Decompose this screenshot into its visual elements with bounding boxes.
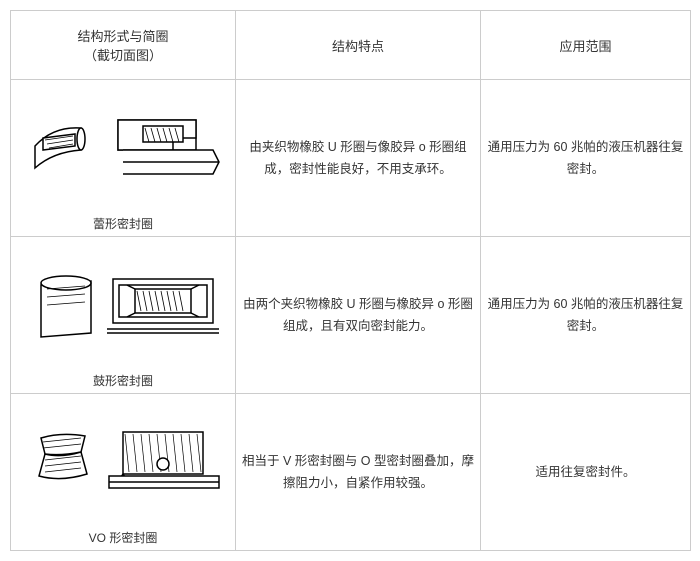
diagram-cell: VO 形密封圈 — [11, 394, 236, 551]
application-cell: 通用压力为 60 兆帕的液压机器往复密封。 — [481, 80, 691, 237]
seal-table: 结构形式与简圈 （截切面图） 结构特点 应用范围 — [10, 10, 691, 551]
caption: 鼓形密封圈 — [93, 372, 153, 389]
table-row: 鼓形密封圈 由两个夹织物橡胶 U 形圈与橡胶异 o 形圈组成，且有双向密封能力。… — [11, 237, 691, 394]
feature-cell: 相当于 V 形密封圈与 O 型密封圈叠加，摩擦阻力小，自紧作用较强。 — [236, 394, 481, 551]
application-cell: 适用往复密封件。 — [481, 394, 691, 551]
application-cell: 通用压力为 60 兆帕的液压机器往复密封。 — [481, 237, 691, 394]
table-row: 蕾形密封圈 由夹织物橡胶 U 形圈与像胶异 o 形圈组成，密封性能良好，不用支承… — [11, 80, 691, 237]
diagram-cell: 蕾形密封圈 — [11, 80, 236, 237]
diagram-gu-icon — [23, 241, 223, 368]
table-row: VO 形密封圈 相当于 V 形密封圈与 O 型密封圈叠加，摩擦阻力小，自紧作用较… — [11, 394, 691, 551]
header-col3: 应用范围 — [481, 11, 691, 80]
caption: 蕾形密封圈 — [93, 215, 153, 232]
caption: VO 形密封圈 — [89, 529, 158, 546]
header-row: 结构形式与简圈 （截切面图） 结构特点 应用范围 — [11, 11, 691, 80]
feature-cell: 由两个夹织物橡胶 U 形圈与橡胶异 o 形圈组成，且有双向密封能力。 — [236, 237, 481, 394]
diagram-cell: 鼓形密封圈 — [11, 237, 236, 394]
header-col2: 结构特点 — [236, 11, 481, 80]
header-col1-line2: （截切面图） — [17, 45, 229, 64]
header-col1: 结构形式与简圈 （截切面图） — [11, 11, 236, 80]
diagram-vo-icon — [23, 398, 223, 525]
table-body: 蕾形密封圈 由夹织物橡胶 U 形圈与像胶异 o 形圈组成，密封性能良好，不用支承… — [11, 80, 691, 551]
feature-cell: 由夹织物橡胶 U 形圈与像胶异 o 形圈组成，密封性能良好，不用支承环。 — [236, 80, 481, 237]
header-col1-line1: 结构形式与简圈 — [17, 26, 229, 45]
diagram-lei-icon — [23, 84, 223, 211]
